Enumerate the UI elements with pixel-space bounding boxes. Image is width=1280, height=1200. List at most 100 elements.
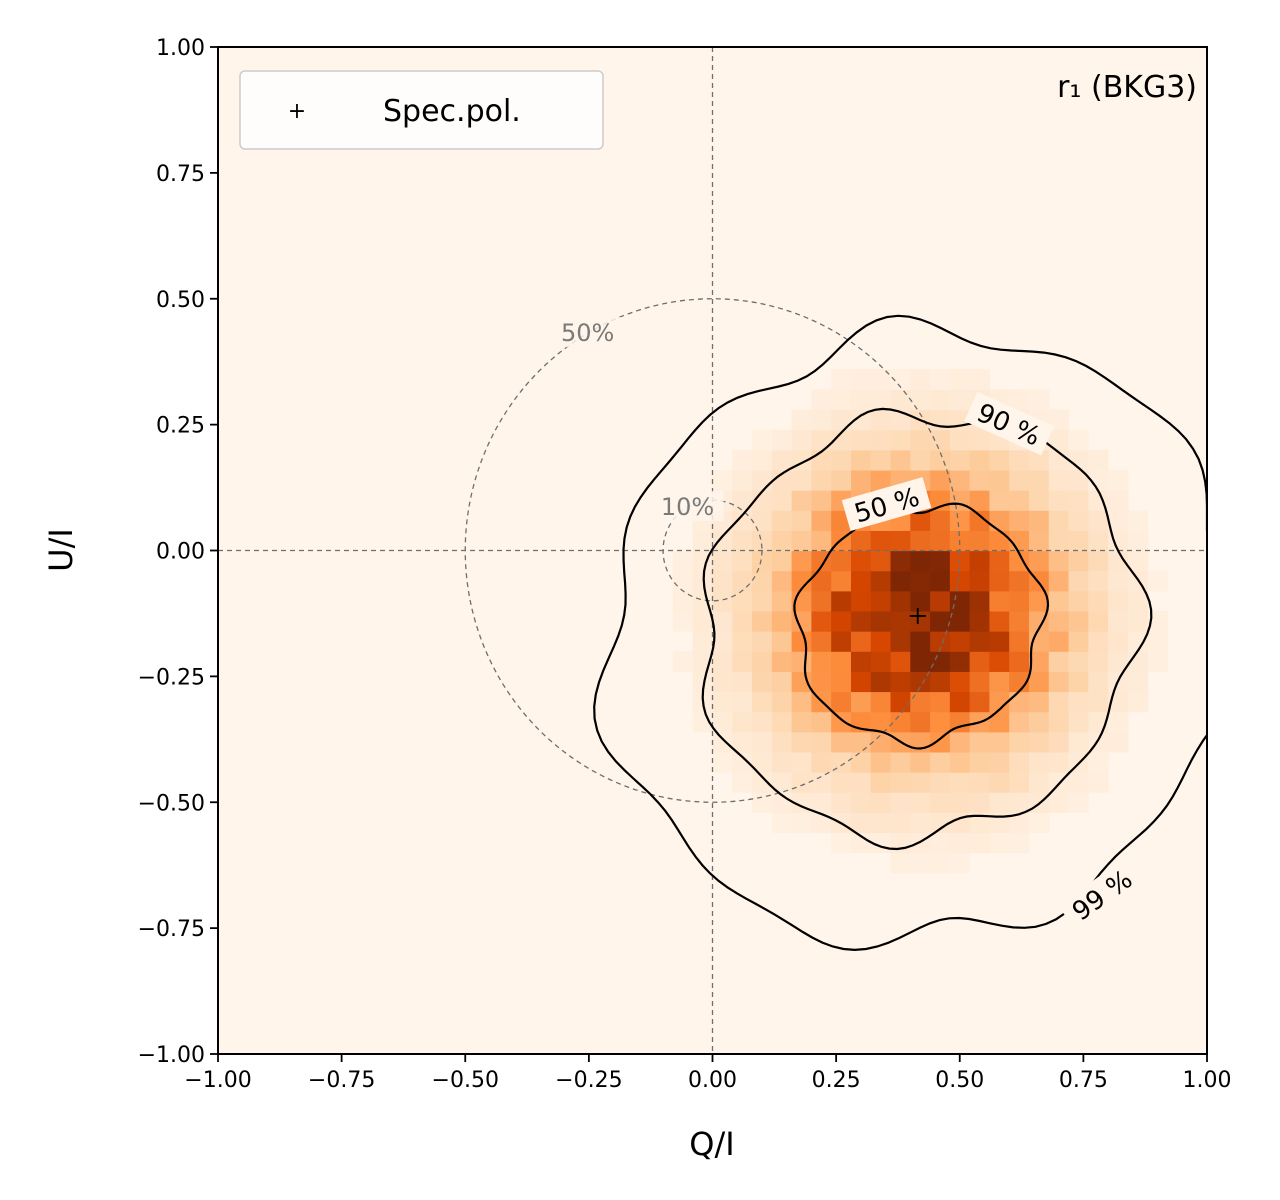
heatmap-cell — [811, 510, 832, 531]
heatmap-cell — [910, 550, 931, 572]
heatmap-cell — [969, 772, 991, 793]
heatmap-cell — [989, 631, 1010, 652]
heatmap-cell — [989, 550, 1010, 572]
heatmap-cell — [791, 731, 812, 753]
heatmap-cell — [712, 711, 733, 733]
heatmap-cell — [870, 550, 892, 572]
heatmap-cell — [1009, 449, 1030, 471]
heatmap-cell — [1068, 631, 1089, 652]
heatmap-cell — [890, 812, 911, 834]
heatmap-cell — [850, 449, 872, 471]
heatmap-cell — [1028, 651, 1050, 672]
heatmap-cell — [1028, 389, 1050, 411]
heatmap-cell — [930, 671, 951, 693]
heatmap-cell — [930, 812, 951, 834]
heatmap-cell — [910, 812, 931, 834]
heatmap-cell — [930, 469, 951, 491]
heatmap-cell — [831, 610, 852, 632]
heatmap-cell — [989, 510, 1010, 531]
heatmap-cell — [771, 772, 793, 793]
heatmap-cell — [1068, 772, 1089, 793]
heatmap-cell — [1048, 792, 1070, 813]
heatmap-cell — [949, 792, 971, 813]
heatmap-cell — [1009, 772, 1030, 793]
heatmap-cell — [1108, 610, 1129, 632]
heatmap-cell — [1048, 671, 1070, 693]
heatmap-cell — [930, 570, 951, 592]
heatmap-cell — [890, 449, 911, 471]
heatmap-cell — [752, 751, 773, 773]
heatmap-cell — [732, 550, 753, 572]
heatmap-cell — [791, 409, 812, 431]
heatmap-cell — [1108, 510, 1129, 531]
heatmap-cell — [969, 570, 991, 592]
heatmap-cell — [850, 731, 872, 753]
x-tick-label: −0.25 — [555, 1068, 622, 1093]
heatmap-cell — [969, 469, 991, 491]
heatmap-cell — [930, 389, 951, 411]
heatmap-cell — [752, 490, 773, 511]
heatmap-cell — [752, 510, 773, 531]
heatmap-cell — [1068, 570, 1089, 592]
heatmap-cell — [1088, 570, 1109, 592]
heatmap-cell — [1147, 610, 1169, 632]
heatmap-cell — [890, 389, 911, 411]
heatmap-cell — [850, 631, 872, 652]
heatmap-cell — [930, 510, 951, 531]
heatmap-cell — [752, 772, 773, 793]
heatmap-cell — [771, 570, 793, 592]
heatmap-cell — [1009, 651, 1030, 672]
heatmap-cell — [1127, 671, 1149, 693]
heatmap-cell — [910, 510, 931, 531]
y-tick-label: 0.00 — [156, 540, 205, 565]
heatmap-cell — [791, 812, 812, 834]
heatmap-cell — [910, 691, 931, 713]
heatmap-cell — [811, 610, 832, 632]
heatmap-cell — [712, 570, 733, 592]
heatmap-cell — [1009, 530, 1030, 552]
heatmap-cell — [1009, 469, 1030, 491]
heatmap-cell — [811, 490, 832, 511]
x-tick-label: 0.50 — [935, 1068, 984, 1093]
heatmap-cell — [1068, 671, 1089, 693]
heatmap-cell — [1048, 691, 1070, 713]
heatmap-cell — [1028, 530, 1050, 552]
heatmap-cell — [870, 409, 892, 431]
heatmap-cell — [1108, 469, 1129, 491]
heatmap-cell — [1009, 812, 1030, 834]
heatmap-cell — [1108, 631, 1129, 652]
heatmap-cell — [890, 631, 911, 652]
heatmap-cell — [672, 570, 694, 592]
contour-label-background — [1058, 856, 1145, 932]
heatmap-cell — [949, 772, 971, 793]
mdp-label-background — [551, 317, 624, 348]
heatmap-cell — [712, 590, 733, 612]
heatmap-cell — [732, 691, 753, 713]
heatmap-cell — [1068, 651, 1089, 672]
heatmap-cell — [791, 772, 812, 793]
heatmap-cell — [1108, 570, 1129, 592]
heatmap-cell — [1048, 570, 1070, 592]
heatmap-cell — [771, 671, 793, 693]
heatmap-cell — [850, 570, 872, 592]
y-tick-label: −0.25 — [138, 665, 205, 690]
heatmap-cell — [732, 631, 753, 652]
heatmap-cell — [712, 671, 733, 693]
heatmap-cell — [1127, 610, 1149, 632]
heatmap-cell — [692, 631, 714, 652]
heatmap-cell — [1127, 550, 1149, 572]
heatmap-cell — [890, 711, 911, 733]
heatmap-cell — [930, 369, 951, 390]
x-tick-label: −1.00 — [184, 1068, 251, 1093]
heatmap-cell — [811, 409, 832, 431]
heatmap-cell — [771, 651, 793, 672]
heatmap-cell — [949, 671, 971, 693]
heatmap-cell — [969, 550, 991, 572]
heatmap-cell — [949, 610, 971, 632]
heatmap-cell — [989, 651, 1010, 672]
heatmap-cell — [1048, 550, 1070, 572]
contour-label-background — [964, 391, 1055, 456]
heatmap-cell — [930, 631, 951, 652]
heatmap-cell — [1048, 751, 1070, 773]
heatmap-cell — [811, 530, 832, 552]
